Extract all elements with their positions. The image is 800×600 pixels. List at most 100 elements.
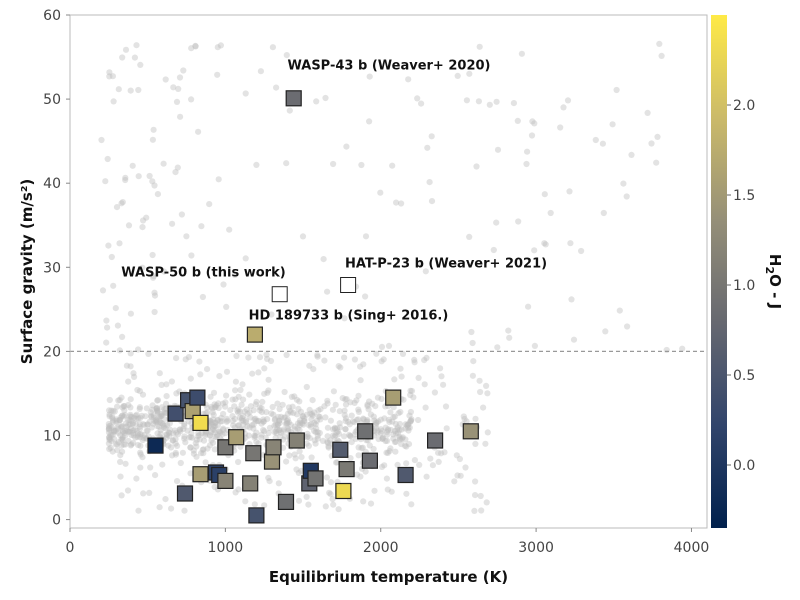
background-point: [317, 416, 324, 423]
background-point: [106, 396, 113, 404]
background-point: [166, 420, 173, 427]
background-point: [118, 423, 125, 430]
background-point: [211, 483, 218, 491]
background-point: [303, 383, 310, 391]
background-point: [299, 420, 306, 427]
background-point: [211, 429, 218, 436]
background-point: [154, 408, 161, 415]
background-point: [295, 405, 302, 412]
background-point: [599, 140, 607, 147]
background-point: [208, 421, 215, 428]
background-point: [314, 435, 321, 442]
background-point: [163, 434, 170, 441]
background-point: [153, 405, 160, 412]
background-point: [240, 396, 247, 403]
background-point: [523, 160, 530, 168]
background-point: [140, 421, 147, 428]
background-point: [216, 428, 223, 435]
background-point: [201, 432, 209, 439]
background-point: [493, 98, 500, 105]
x-tick-label: 1000: [208, 540, 244, 556]
background-point: [370, 445, 377, 453]
background-point: [129, 162, 136, 169]
background-point: [181, 420, 188, 427]
background-point: [343, 143, 350, 150]
background-point: [209, 426, 216, 433]
background-point: [261, 502, 268, 509]
background-point: [336, 408, 343, 415]
background-point: [341, 315, 348, 322]
background-point: [355, 452, 362, 459]
background-point: [528, 132, 536, 139]
background-point: [466, 70, 473, 77]
background-point: [106, 434, 113, 441]
background-point: [254, 418, 262, 425]
background-point: [222, 403, 229, 410]
background-point: [150, 412, 157, 419]
background-point: [119, 434, 126, 441]
background-point: [385, 416, 392, 423]
y-axis-title: Surface gravity (m/s²): [18, 179, 36, 364]
background-point: [303, 440, 310, 447]
background-point: [422, 268, 429, 275]
background-point: [515, 218, 522, 225]
background-point: [287, 409, 295, 416]
background-point: [407, 387, 414, 394]
background-point: [483, 382, 490, 389]
background-point: [125, 222, 133, 229]
background-point: [462, 464, 469, 471]
background-point: [223, 368, 231, 375]
background-point: [247, 403, 254, 410]
background-point: [220, 425, 227, 432]
background-point: [239, 381, 246, 388]
annotation-label: WASP-43 b (Weaver+ 2020): [288, 59, 491, 74]
background-point: [208, 429, 215, 436]
background-point: [451, 478, 458, 485]
background-point: [168, 444, 175, 451]
background-point: [120, 428, 127, 435]
background-point: [453, 452, 460, 459]
background-point: [217, 430, 224, 437]
background-point: [265, 429, 272, 437]
background-point: [120, 441, 127, 448]
background-point: [173, 355, 180, 362]
background-point: [273, 430, 280, 437]
background-point: [384, 431, 391, 438]
background-point: [126, 428, 133, 435]
background-point: [120, 403, 127, 410]
background-point: [187, 375, 194, 382]
highlighted-point: [397, 466, 414, 484]
background-point: [161, 409, 168, 416]
background-point: [480, 404, 487, 411]
background-point: [124, 487, 132, 494]
highlighted-point: [335, 482, 352, 500]
background-point: [177, 113, 184, 120]
background-point: [327, 479, 335, 486]
background-point: [163, 400, 170, 407]
background-point: [314, 429, 321, 436]
background-point: [137, 434, 144, 441]
background-point: [185, 418, 192, 425]
background-point: [236, 408, 243, 415]
background-point: [281, 414, 288, 421]
background-point: [123, 427, 131, 434]
background-point: [246, 424, 253, 431]
background-point: [355, 408, 362, 415]
background-point: [142, 413, 149, 420]
background-point: [136, 404, 143, 411]
highlighted-point: [192, 466, 209, 483]
background-point: [105, 426, 112, 433]
background-point: [410, 394, 417, 401]
background-point: [293, 466, 300, 473]
background-point: [298, 454, 305, 461]
background-point: [236, 414, 244, 421]
background-point: [109, 413, 116, 420]
background-point: [442, 403, 450, 410]
background-point: [196, 432, 203, 439]
background-point: [136, 420, 143, 428]
background-point: [280, 414, 288, 421]
background-point: [214, 417, 221, 424]
background-point: [252, 401, 259, 408]
background-point: [401, 442, 409, 449]
background-point: [506, 334, 513, 341]
